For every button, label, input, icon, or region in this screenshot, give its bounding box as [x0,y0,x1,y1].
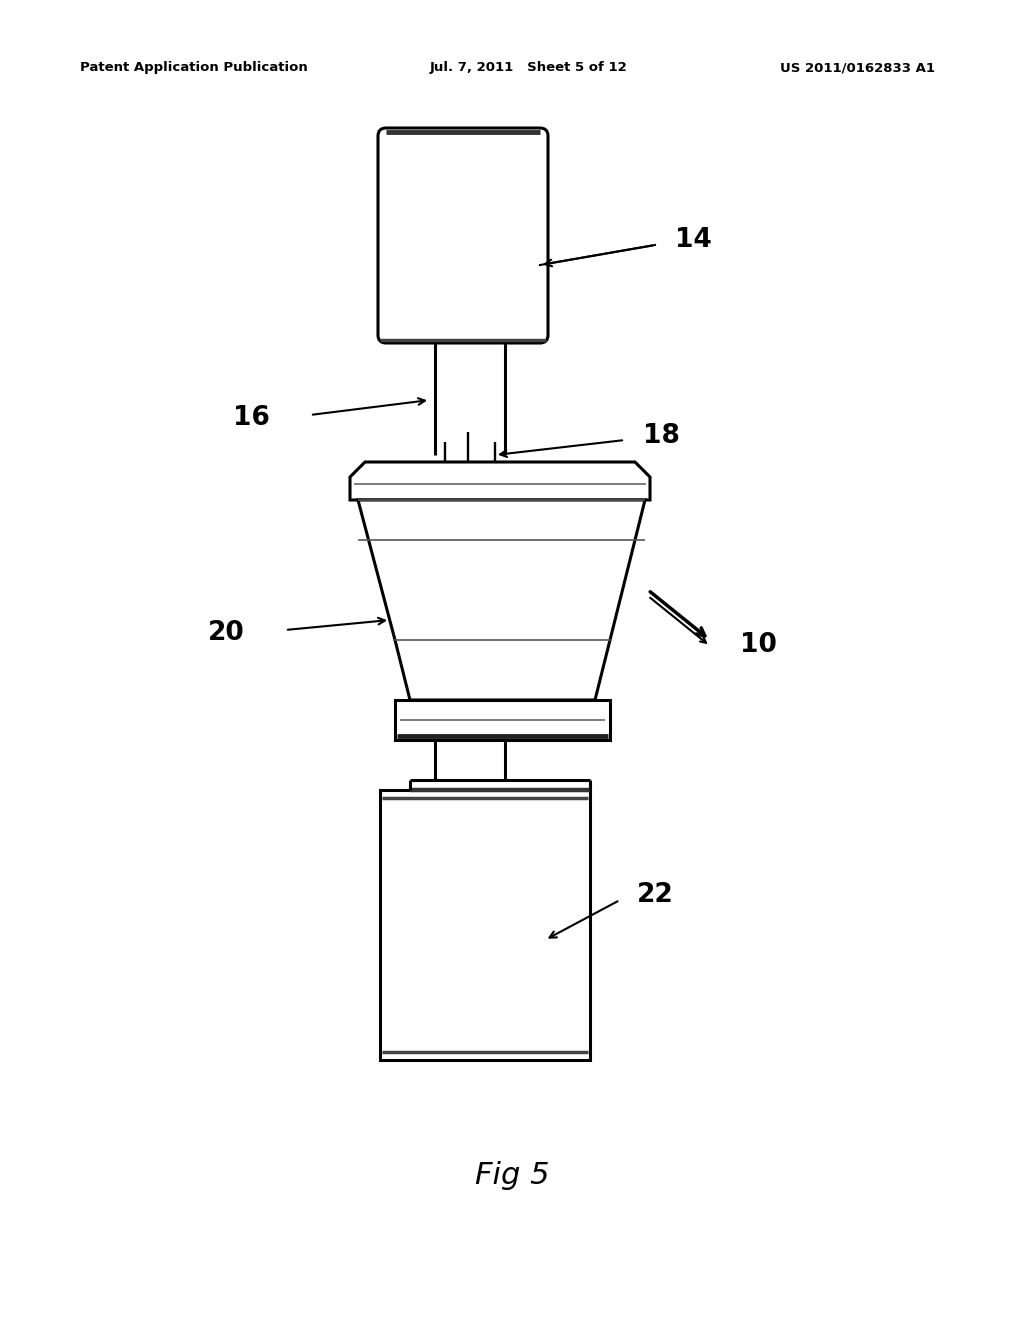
Text: 16: 16 [233,405,270,432]
Polygon shape [395,700,610,741]
Text: 18: 18 [643,422,680,449]
Polygon shape [350,462,650,500]
Text: 10: 10 [740,632,777,657]
Text: Fig 5: Fig 5 [475,1160,549,1189]
Bar [380,789,590,1060]
Text: Patent Application Publication: Patent Application Publication [80,62,308,74]
Text: US 2011/0162833 A1: US 2011/0162833 A1 [780,62,935,74]
Text: 22: 22 [637,882,674,908]
Text: 14: 14 [675,227,712,253]
FancyBboxPatch shape [378,128,548,343]
Polygon shape [358,500,645,700]
Text: 20: 20 [208,620,245,645]
Text: Jul. 7, 2011   Sheet 5 of 12: Jul. 7, 2011 Sheet 5 of 12 [430,62,628,74]
